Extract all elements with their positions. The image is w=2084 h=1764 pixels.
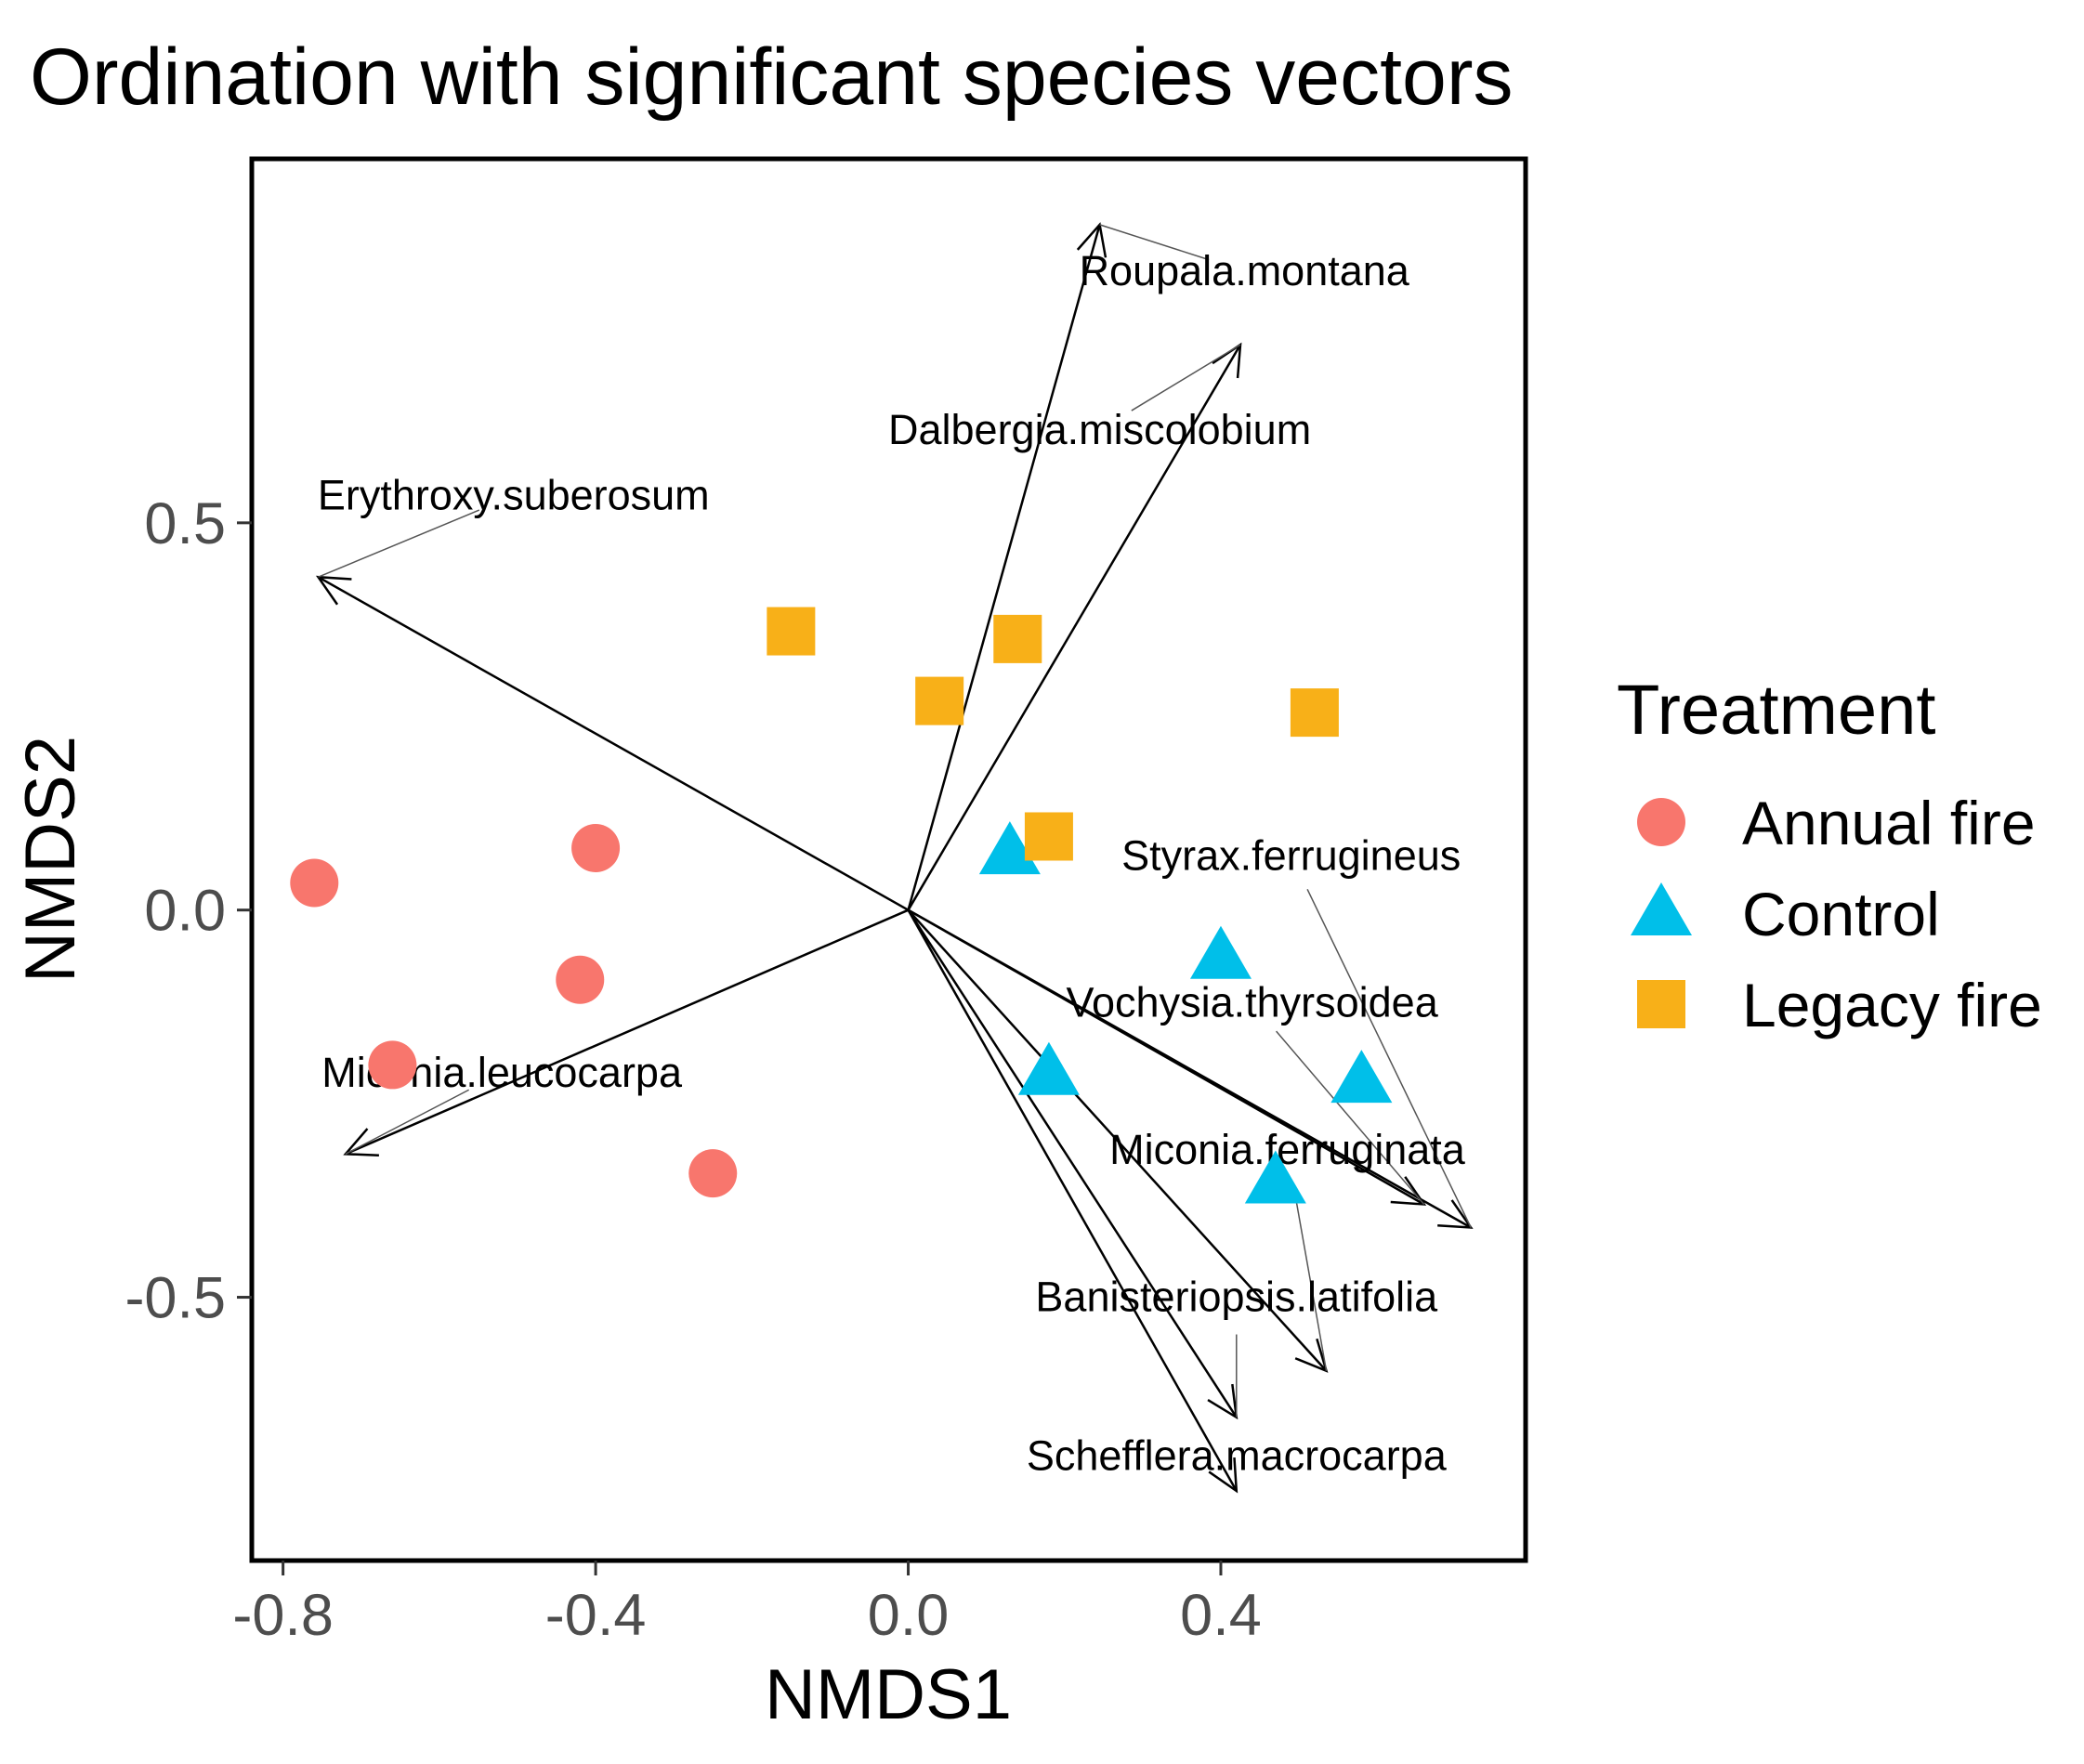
plot-panel <box>249 156 1528 1563</box>
vector-arrow <box>907 909 1238 1492</box>
x-tick-label: -0.8 <box>232 1583 334 1648</box>
data-point <box>290 858 339 908</box>
vector-arrow <box>907 908 1425 1206</box>
data-point <box>993 614 1042 663</box>
data-point <box>556 955 605 1004</box>
legend-label: Control <box>1742 880 1940 948</box>
vector-arrowhead <box>1208 1457 1239 1494</box>
vector-label: Styrax.ferrugineus <box>1121 831 1461 879</box>
vector-arrow <box>317 576 910 911</box>
vector-label: Banisteriopsis.latifolia <box>1035 1274 1438 1321</box>
vector-label-leader <box>318 509 480 578</box>
vector-label: Schefflera.macrocarpa <box>1027 1431 1448 1479</box>
data-point <box>368 1040 417 1090</box>
vector-label-leader <box>1131 344 1241 412</box>
y-tick-label: 0.0 <box>144 879 226 944</box>
data-point <box>1189 925 1252 979</box>
chart-title: Ordination with significant species vect… <box>30 33 1514 122</box>
vector-label-leader <box>1292 1186 1328 1371</box>
vector-label-leader <box>345 1089 470 1155</box>
y-axis: -0.5 0.0 0.5 <box>125 491 252 1331</box>
y-axis-title: NMDS2 <box>11 736 90 983</box>
legend-title: Treatment <box>1617 671 1936 750</box>
vector-label: Miconia.ferruginata <box>1109 1126 1466 1173</box>
data-point <box>1017 1041 1080 1095</box>
vector-arrow <box>907 344 1242 911</box>
data-point <box>1024 812 1073 861</box>
legend-label: Annual fire <box>1742 789 2036 857</box>
legend-label: Legacy fire <box>1742 971 2042 1039</box>
vector-arrow <box>345 908 910 1156</box>
legend-key <box>1631 882 1692 935</box>
vector-label-leader <box>1306 889 1472 1228</box>
x-axis: -0.8 -0.4 0.0 0.4 <box>232 1561 1262 1648</box>
data-point <box>915 676 964 725</box>
y-tick-label: 0.5 <box>144 491 226 556</box>
data-point <box>978 821 1041 875</box>
y-tick-label: -0.5 <box>125 1266 226 1331</box>
species-vectors <box>315 222 1474 1494</box>
data-point <box>1244 1150 1306 1204</box>
x-tick-label: 0.0 <box>868 1583 950 1648</box>
data-point <box>571 823 621 872</box>
vector-label: Roupala.montana <box>1080 247 1410 294</box>
vector-label-leader <box>1276 1030 1425 1205</box>
sample-points <box>290 607 1393 1204</box>
vector-arrow <box>907 224 1101 911</box>
x-axis-title: NMDS1 <box>765 1655 1012 1734</box>
data-point <box>767 607 816 656</box>
x-tick-label: 0.4 <box>1180 1583 1262 1648</box>
vector-label-leader <box>1099 224 1210 261</box>
legend-key <box>1637 980 1685 1028</box>
legend: Treatment Annual fire Control Legacy fire <box>1617 671 2042 1039</box>
legend-key <box>1637 798 1685 846</box>
vector-label: Vochysia.thyrsoidea <box>1066 979 1438 1026</box>
data-point <box>688 1149 738 1198</box>
x-tick-label: -0.4 <box>545 1583 647 1648</box>
vector-label: Erythroxy.suberosum <box>318 472 710 519</box>
vector-arrow <box>907 909 1238 1418</box>
vector-arrow <box>907 908 1328 1372</box>
data-point <box>1330 1050 1393 1104</box>
vector-label: Dalbergia.miscolobium <box>888 406 1311 453</box>
data-point <box>1290 688 1339 738</box>
